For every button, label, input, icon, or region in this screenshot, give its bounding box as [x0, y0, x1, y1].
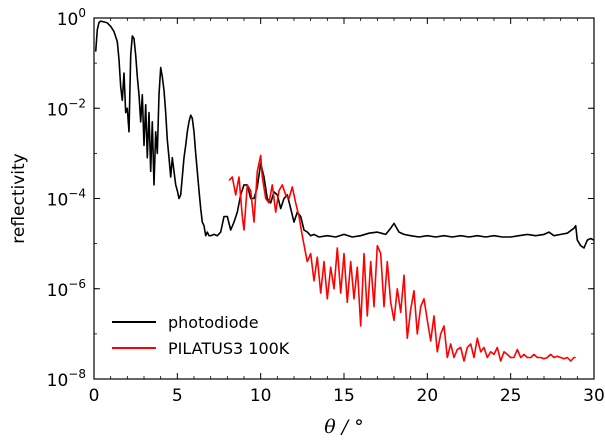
y-tick-label: 10−6: [47, 277, 86, 301]
series-layer: [94, 20, 594, 362]
label-layer: 0 5 10 15 20 25 30 10−8 10−6 10−4 10−2 100 θ / ° refl…: [9, 6, 605, 438]
x-axis-label: θ / °: [324, 416, 363, 438]
y-tick-label: 100: [57, 6, 86, 30]
x-tick-label: 30: [583, 386, 605, 406]
legend-label: photodiode: [168, 313, 259, 332]
y-tick-label: 10−8: [47, 367, 86, 391]
y-tick-label: 10−4: [47, 187, 86, 211]
series-line-photodiode: [94, 20, 594, 249]
x-tick-label: 5: [172, 386, 183, 406]
x-tick-label: 10: [250, 386, 272, 406]
y-axis-label: reflectivity: [9, 153, 29, 244]
tick-layer: [93, 17, 595, 380]
y-tick-label: 10−2: [47, 96, 86, 120]
x-tick-label: 20: [417, 386, 439, 406]
x-tick-label: 0: [89, 386, 100, 406]
series-line-pilatus: [228, 154, 576, 362]
legend: photodiode PILATUS3 100K: [112, 313, 290, 358]
x-tick-label: 25: [500, 386, 522, 406]
legend-label: PILATUS3 100K: [168, 339, 290, 358]
x-tick-label: 15: [333, 386, 355, 406]
